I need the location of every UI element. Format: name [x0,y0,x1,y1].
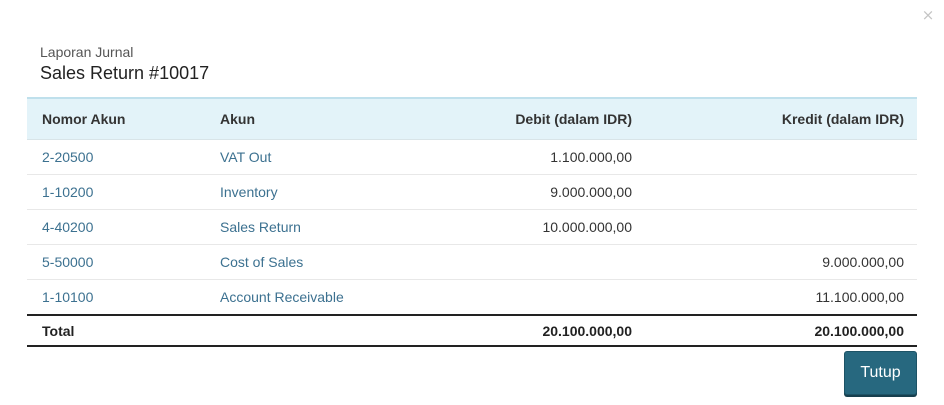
close-button[interactable]: Tutup [844,351,917,395]
total-empty-cell [205,315,405,346]
table-row: 1-10200 Inventory 9.000.000,00 [27,174,917,210]
account-name-link[interactable]: Cost of Sales [205,244,405,280]
account-name-link[interactable]: VAT Out [205,139,405,175]
account-number-link[interactable]: 1-10100 [27,279,205,316]
header-account: Akun [205,98,405,140]
total-row: Total 20.100.000,00 20.100.000,00 [27,315,917,346]
table-row: 4-40200 Sales Return 10.000.000,00 [27,209,917,245]
debit-cell [405,244,645,280]
table-header-row: Nomor Akun Akun Debit (dalam IDR) Kredit… [27,98,917,140]
debit-cell [405,279,645,316]
credit-cell [645,209,917,245]
header-account-number: Nomor Akun [27,98,205,140]
total-debit: 20.100.000,00 [542,322,632,339]
account-number-link[interactable]: 5-50000 [27,244,205,280]
account-number-link[interactable]: 1-10200 [27,174,205,210]
debit-cell: 10.000.000,00 [405,209,645,245]
debit-cell: 9.000.000,00 [405,174,645,210]
credit-cell [645,174,917,210]
modal-subtitle: Laporan Jurnal [40,44,134,60]
total-credit: 20.100.000,00 [814,322,904,339]
account-number-link[interactable]: 4-40200 [27,209,205,245]
credit-cell [645,139,917,175]
table-row: 1-10100 Account Receivable 11.100.000,00 [27,279,917,316]
modal-title: Sales Return #10017 [40,63,210,83]
account-name-link[interactable]: Sales Return [205,209,405,245]
header-debit: Debit (dalam IDR) [405,98,645,140]
table-row: 2-20500 VAT Out 1.100.000,00 [27,139,917,175]
header-credit: Kredit (dalam IDR) [645,98,917,140]
debit-cell: 1.100.000,00 [405,139,645,175]
account-name-link[interactable]: Account Receivable [205,279,405,316]
account-number-link[interactable]: 2-20500 [27,139,205,175]
table-row: 5-50000 Cost of Sales 9.000.000,00 [27,244,917,280]
credit-cell: 11.100.000,00 [645,279,917,316]
credit-cell: 9.000.000,00 [645,244,917,280]
account-name-link[interactable]: Inventory [205,174,405,210]
total-label: Total [42,322,75,339]
journal-table: Nomor Akun Akun Debit (dalam IDR) Kredit… [27,97,917,347]
close-icon[interactable]: × [921,6,935,24]
